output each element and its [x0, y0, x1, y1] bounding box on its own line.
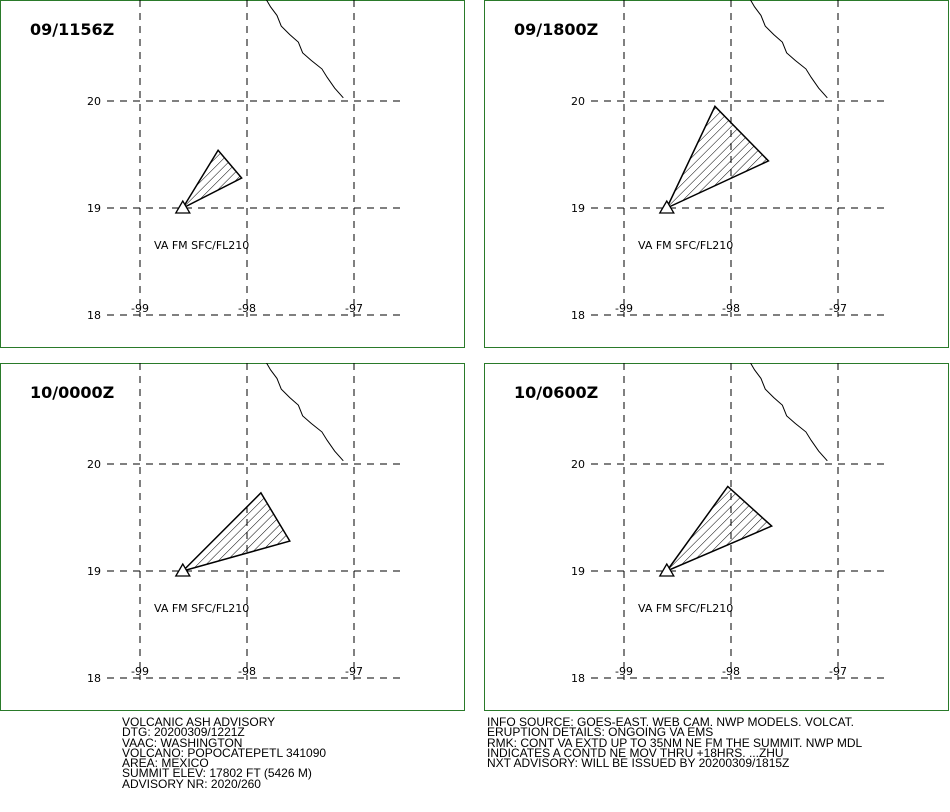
volcano-icon: [174, 562, 191, 577]
longitude-label: -98: [238, 665, 256, 678]
coastline: [265, 363, 344, 462]
longitude-label: -99: [615, 665, 633, 678]
advisory-info-source: INFO SOURCE: GOES-EAST. WEB CAM. NWP MOD…: [487, 715, 854, 729]
advisory-vaac: VAAC: WASHINGTON: [122, 735, 243, 750]
forecast-panel-1: -99 -98 -97 20 19 18 09/1800Z VA FM SFC/FL210: [484, 0, 949, 348]
longitude-label: -99: [615, 302, 633, 315]
advisory-remark: RMK: CONT VA EXTD UP TO 35NM NE FM THE S…: [487, 735, 863, 750]
volcano-icon: [658, 562, 675, 577]
advisory-number: ADVISORY NR: 2020/260: [122, 776, 261, 791]
latitude-label: 19: [87, 565, 101, 578]
latitude-label: 18: [87, 309, 101, 322]
forecast-time-label: 10/0600Z: [514, 383, 598, 402]
ash-cloud-polygon: [665, 105, 770, 210]
latitude-label: 18: [571, 309, 585, 322]
forecast-panel-2: -99 -98 -97 20 19 18 10/0000Z VA FM SFC/FL210: [0, 363, 465, 711]
forecast-panel-3: -99 -98 -97 20 19 18 10/0600Z VA FM SFC/FL210: [484, 363, 949, 711]
volcano-icon: [658, 199, 675, 214]
advisory-summit-elev: SUMMIT ELEV: 17802 FT (5426 M): [122, 766, 312, 781]
forecast-time-label: 10/0000Z: [30, 383, 114, 402]
latitude-label: 18: [571, 672, 585, 685]
coastline: [749, 363, 828, 462]
latitude-label: 19: [571, 202, 585, 215]
coastline: [749, 0, 828, 99]
ash-height-label: VA FM SFC/FL210: [154, 239, 249, 252]
map-svg: -99 -98 -97 20 19 18 09/1800Z VA FM SFC/FL210: [484, 0, 949, 348]
map-svg: -99 -98 -97 20 19 18 10/0600Z VA FM SFC/FL210: [484, 363, 949, 711]
longitude-label: -98: [722, 665, 740, 678]
ash-height-label: VA FM SFC/FL210: [154, 602, 249, 615]
advisory-remark-cont: INDICATES A CONTD NE MOV THRU +18HRS. ..…: [487, 745, 784, 760]
latitude-label: 20: [87, 95, 101, 108]
longitude-label: -98: [238, 302, 256, 315]
forecast-time-label: 09/1156Z: [30, 20, 114, 39]
longitude-label: -99: [131, 665, 149, 678]
longitude-label: -97: [829, 665, 847, 678]
latitude-label: 20: [571, 95, 585, 108]
latitude-label: 19: [87, 202, 101, 215]
latitude-label: 19: [571, 565, 585, 578]
longitude-label: -97: [345, 665, 363, 678]
forecast-panel-0: -99 -98 -97 20 19 18 09/1156Z VA FM SFC/FL210: [0, 0, 465, 348]
ash-cloud-polygon: [180, 148, 243, 210]
advisory-eruption-details: ERUPTION DETAILS: ONGOING VA EMS: [487, 725, 714, 740]
ash-height-label: VA FM SFC/FL210: [638, 602, 733, 615]
longitude-label: -97: [829, 302, 847, 315]
ash-cloud-polygon: [664, 485, 774, 573]
advisory-title: VOLCANIC ASH ADVISORY: [122, 715, 276, 729]
latitude-label: 18: [87, 672, 101, 685]
advisory-info-left: VOLCANIC ASH ADVISORY DTG: 20200309/1221…: [122, 715, 327, 791]
volcano-icon: [174, 199, 191, 214]
map-svg: -99 -98 -97 20 19 18 09/1156Z VA FM SFC/FL210: [0, 0, 465, 348]
longitude-label: -97: [345, 302, 363, 315]
longitude-label: -98: [722, 302, 740, 315]
latitude-label: 20: [87, 458, 101, 471]
advisory-info-right: INFO SOURCE: GOES-EAST. WEB CAM. NWP MOD…: [487, 715, 863, 771]
ash-height-label: VA FM SFC/FL210: [638, 239, 733, 252]
advisory-area: AREA: MEXICO: [122, 756, 209, 771]
advisory-dtg: DTG: 20200309/1221Z: [122, 725, 245, 740]
coastline: [265, 0, 344, 99]
advisory-next: NXT ADVISORY: WILL BE ISSUED BY 20200309…: [487, 756, 790, 771]
longitude-label: -99: [131, 302, 149, 315]
advisory-volcano: VOLCANO: POPOCATEPETL 341090: [122, 745, 327, 760]
latitude-label: 20: [571, 458, 585, 471]
map-svg: -99 -98 -97 20 19 18 10/0000Z VA FM SFC/FL210: [0, 363, 465, 711]
forecast-time-label: 09/1800Z: [514, 20, 598, 39]
ash-cloud-polygon: [180, 491, 291, 573]
